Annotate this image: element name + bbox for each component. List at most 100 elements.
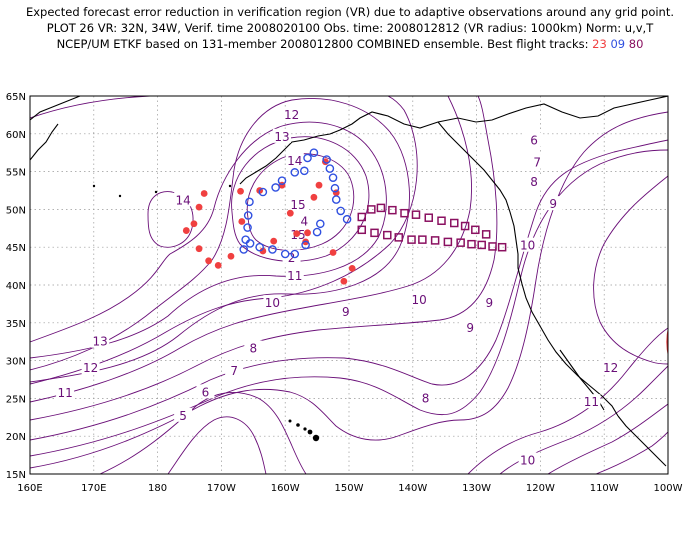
track-b-point	[322, 155, 331, 164]
contour-label: 6	[202, 385, 210, 399]
contour-label-bg	[282, 106, 301, 121]
track-a-point	[200, 190, 208, 197]
contour-label-bg	[461, 320, 480, 335]
track-a-point	[237, 187, 244, 195]
contour-label: 8	[422, 391, 430, 405]
track-b-point	[301, 240, 310, 250]
contour-label-bg	[263, 295, 282, 310]
lon-tick-label: 180	[148, 483, 167, 494]
lon-tick-label: 160W	[271, 483, 300, 494]
track-a-point	[195, 203, 203, 211]
verification-region-circle	[666, 327, 668, 357]
contour-label: 12	[284, 108, 299, 122]
lon-tick-label: 120W	[526, 483, 555, 494]
track-b-point	[239, 245, 249, 254]
track-a-point	[238, 218, 246, 225]
track-b-point	[309, 148, 319, 157]
lon-tick-label: 150W	[335, 483, 364, 494]
contour-label: 8	[249, 342, 257, 356]
track-c-point	[388, 205, 397, 215]
track-a-point	[182, 227, 190, 234]
contour-label-bg	[285, 267, 304, 282]
contour-label-bg	[81, 360, 100, 375]
lat-tick-label: 55N	[6, 168, 26, 179]
track-a-point	[259, 247, 267, 255]
bc-coast	[437, 121, 619, 417]
hawaii-islands	[288, 419, 320, 442]
contour-label: 8	[530, 175, 538, 189]
contour-8	[30, 139, 668, 441]
track-c-point	[400, 208, 409, 218]
contour-label-bg	[174, 192, 193, 207]
flight-track-c	[357, 203, 507, 252]
contour-label-bg	[416, 390, 435, 405]
track-a-point	[214, 261, 222, 269]
contour-label-bg	[244, 340, 263, 355]
track-b-point	[268, 245, 277, 254]
contour-label: 9	[549, 197, 557, 211]
track-c-point	[477, 240, 486, 250]
map-title-line-2: PLOT 26 VR: 32N, 34W, Verif. time 200802…	[46, 21, 654, 35]
track-b-point	[243, 211, 253, 220]
lat-tick-label: 20N	[6, 432, 26, 443]
contour-label: 9	[466, 321, 474, 335]
track-b-point	[303, 153, 312, 163]
track-c-point	[467, 239, 476, 249]
contour-label-bg	[288, 196, 307, 211]
track-a-point	[340, 277, 348, 285]
contour-label-bg	[544, 196, 563, 211]
track-b-point	[336, 206, 346, 216]
contour-east-9	[593, 175, 668, 365]
contour-label: 14	[287, 154, 302, 168]
contour-label-bg	[295, 213, 314, 228]
track-b-point	[331, 195, 341, 204]
track-b-point	[255, 242, 264, 252]
lon-tick-label: 170W	[207, 483, 236, 494]
track-b-point	[290, 168, 300, 177]
contour-labels: 1213141415154211109876513121110998109876…	[56, 106, 620, 467]
title-line-3-prefix: NCEP/UM ETKF based on 131-member 2008012…	[56, 37, 589, 51]
contour-label-bg	[528, 154, 547, 169]
contour-11	[30, 96, 418, 385]
contour-label-bg	[525, 174, 544, 189]
lat-tick-label: 65N	[6, 92, 26, 103]
contour-label: 12	[83, 361, 98, 375]
contour-label: 12	[603, 361, 618, 375]
contour-label-bg	[336, 304, 355, 319]
contour-label-bg	[601, 360, 620, 375]
contour-label: 9	[486, 296, 494, 310]
contour-4	[167, 416, 267, 474]
contour-5	[99, 392, 307, 474]
contour-lines	[30, 96, 668, 474]
contour-label: 5	[179, 409, 187, 423]
contour-east-13	[595, 431, 668, 474]
contour-label-bg	[273, 128, 292, 143]
track-c-point	[450, 218, 459, 228]
track-c-point	[443, 237, 453, 247]
lon-tick-label: 140W	[398, 483, 427, 494]
lat-tick-label: 30N	[6, 357, 26, 368]
track-c-point	[456, 238, 465, 247]
contour-10	[30, 96, 473, 403]
track-c-point	[407, 235, 416, 244]
track-b-point	[312, 227, 322, 237]
contour-10-east	[467, 327, 668, 474]
contour-label: 13	[93, 335, 108, 349]
contour-label-bg	[56, 385, 75, 400]
track-a-point	[190, 220, 198, 228]
contour-9	[30, 96, 498, 421]
track-c-point	[424, 213, 433, 222]
track-c-point	[488, 242, 497, 251]
contour-label-bg	[518, 237, 537, 252]
track-c-point	[357, 212, 367, 222]
contour-label: 14	[175, 193, 190, 207]
contour-label: 4	[301, 214, 309, 228]
contour-label: 6	[530, 134, 538, 148]
track-c-legend-label: 80	[628, 37, 644, 51]
track-c-point	[394, 233, 404, 242]
track-a-point	[293, 230, 301, 237]
contour-label-bg	[91, 333, 110, 348]
lat-tick-label: 50N	[6, 205, 26, 216]
plot-frame	[29, 95, 669, 475]
contour-12	[30, 98, 410, 383]
